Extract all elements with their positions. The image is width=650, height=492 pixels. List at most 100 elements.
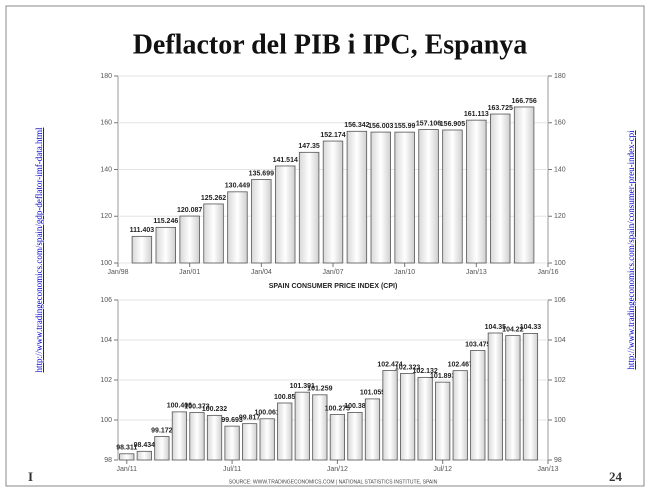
y2-tick-label: 106 bbox=[554, 297, 566, 304]
bar bbox=[487, 332, 503, 461]
bar bbox=[275, 165, 296, 264]
bar bbox=[206, 414, 223, 461]
value-label: 156.003 bbox=[368, 123, 393, 130]
value-label: 111.403 bbox=[130, 227, 155, 234]
y2-tick-label: 98 bbox=[554, 457, 562, 464]
y-tick-label: 160 bbox=[100, 120, 112, 127]
value-label: 100.38 bbox=[344, 403, 366, 410]
bar bbox=[294, 391, 310, 461]
value-label: 101.259 bbox=[307, 386, 332, 393]
x-tick-label: Jul/11 bbox=[223, 466, 241, 473]
x-tick-label: Jan/13 bbox=[466, 269, 487, 276]
bar bbox=[131, 235, 153, 264]
value-label: 161.113 bbox=[464, 111, 489, 118]
bar bbox=[227, 191, 248, 264]
bar bbox=[242, 423, 258, 461]
bar bbox=[329, 414, 345, 461]
value-label: 101.893 bbox=[430, 373, 455, 380]
chart-title: SPAIN CONSUMER PRICE INDEX (CPI) bbox=[269, 283, 398, 290]
value-label: 100.232 bbox=[202, 406, 227, 413]
value-label: 156.905 bbox=[440, 121, 465, 128]
bar bbox=[452, 370, 468, 461]
bar bbox=[418, 129, 439, 264]
bar bbox=[171, 411, 188, 461]
value-label: 101.055 bbox=[360, 390, 385, 397]
bar bbox=[442, 129, 463, 264]
bar bbox=[382, 370, 398, 461]
y2-tick-label: 180 bbox=[554, 73, 566, 80]
value-label: 166.756 bbox=[511, 98, 536, 105]
bar bbox=[203, 203, 224, 264]
x-tick-label: Jan/07 bbox=[322, 269, 343, 276]
bar bbox=[370, 131, 391, 264]
x-tick-label: Jan/12 bbox=[327, 466, 348, 473]
y2-tick-label: 100 bbox=[554, 260, 566, 267]
y-tick-label: 98 bbox=[104, 457, 112, 464]
value-label: 104.22 bbox=[502, 326, 524, 333]
y-tick-label: 140 bbox=[100, 166, 112, 173]
left-link[interactable]: http://www.tradingeconomics.com/spain/gd… bbox=[34, 127, 44, 372]
value-label: 99.693 bbox=[221, 417, 243, 424]
bar bbox=[417, 376, 433, 461]
bar bbox=[505, 335, 521, 461]
value-label: 102.467 bbox=[448, 362, 473, 369]
value-label: 102.323 bbox=[395, 364, 420, 371]
y2-tick-label: 104 bbox=[554, 337, 566, 344]
x-tick-label: Jan/10 bbox=[394, 269, 415, 276]
right-link[interactable]: http://www.tradingeconomics.com/spain/co… bbox=[626, 130, 636, 370]
y-tick-label: 106 bbox=[100, 297, 112, 304]
y-tick-label: 102 bbox=[100, 377, 112, 384]
value-label: 157.106 bbox=[416, 120, 441, 127]
bar bbox=[179, 215, 200, 264]
x-tick-label: Jan/16 bbox=[537, 269, 558, 276]
bar bbox=[490, 113, 511, 264]
value-label: 102.132 bbox=[412, 368, 437, 375]
y-tick-label: 100 bbox=[100, 417, 112, 424]
bar bbox=[155, 226, 176, 264]
x-tick-label: Jul/12 bbox=[433, 466, 452, 473]
value-label: 99.172 bbox=[151, 427, 173, 434]
value-label: 104.33 bbox=[520, 324, 542, 331]
y2-tick-label: 100 bbox=[554, 417, 566, 424]
value-label: 130.449 bbox=[225, 183, 250, 190]
value-label: 101.391 bbox=[290, 383, 315, 390]
bar bbox=[399, 373, 416, 461]
y-tick-label: 180 bbox=[100, 73, 112, 80]
x-tick-label: Jan/98 bbox=[107, 269, 128, 276]
y-tick-label: 120 bbox=[100, 213, 112, 220]
bar bbox=[322, 140, 344, 264]
bar bbox=[466, 119, 487, 264]
value-label: 98.434 bbox=[134, 442, 156, 449]
y2-tick-label: 102 bbox=[554, 377, 566, 384]
value-label: 100.061 bbox=[255, 410, 280, 417]
x-tick-label: Jan/11 bbox=[117, 466, 138, 473]
value-label: 125.262 bbox=[201, 195, 226, 202]
value-label: 135.699 bbox=[249, 170, 274, 177]
value-label: 104.35 bbox=[485, 324, 507, 331]
value-label: 103.475 bbox=[465, 341, 490, 348]
slide-title: Deflactor del PIB i IPC, Espanya bbox=[133, 29, 528, 60]
value-label: 100.373 bbox=[184, 403, 209, 410]
page-number: 24 bbox=[609, 469, 623, 484]
value-label: 98.311 bbox=[116, 445, 137, 452]
bar bbox=[298, 151, 320, 264]
y-tick-label: 104 bbox=[100, 337, 112, 344]
bar bbox=[119, 453, 135, 461]
footer-left: I bbox=[28, 469, 33, 484]
bar bbox=[154, 436, 170, 461]
bar bbox=[347, 411, 363, 461]
bar bbox=[435, 381, 451, 461]
value-label: 152.174 bbox=[320, 132, 345, 139]
bar bbox=[277, 402, 293, 461]
y-tick-label: 100 bbox=[100, 260, 112, 267]
bar bbox=[470, 350, 486, 461]
bar bbox=[251, 179, 272, 264]
bar bbox=[394, 131, 415, 264]
bar bbox=[312, 394, 328, 461]
bar bbox=[513, 106, 535, 264]
y2-tick-label: 140 bbox=[554, 166, 566, 173]
value-label: 141.514 bbox=[273, 157, 298, 164]
bar bbox=[259, 418, 275, 461]
value-label: 102.474 bbox=[377, 361, 402, 368]
